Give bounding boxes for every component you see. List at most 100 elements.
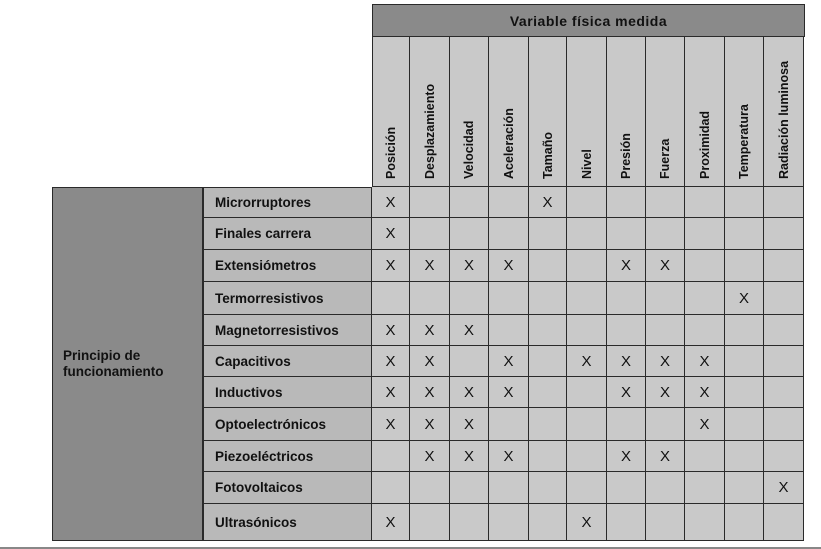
column-header-label: Aceleración <box>501 108 516 179</box>
check-mark: X <box>542 193 553 211</box>
table-cell <box>567 218 607 250</box>
check-mark: X <box>738 289 749 307</box>
table-cell: X <box>450 315 489 346</box>
table-cell: X <box>372 377 410 408</box>
column-header-label: Nivel <box>579 149 594 179</box>
table-cell <box>685 187 725 218</box>
table-cell <box>725 377 764 408</box>
table-cell <box>450 187 489 218</box>
table-cell <box>529 282 567 315</box>
check-mark: X <box>424 383 435 401</box>
table-cell: X <box>450 377 489 408</box>
table-cell <box>489 282 529 315</box>
column-header: Tamaño <box>529 37 567 187</box>
check-mark: X <box>620 257 631 274</box>
column-header: Velocidad <box>450 37 489 187</box>
table-cell <box>685 218 725 250</box>
check-mark: X <box>463 383 474 401</box>
check-mark: X <box>581 352 592 370</box>
table-cell: X <box>410 250 450 282</box>
check-mark: X <box>385 415 396 433</box>
check-mark: X <box>503 447 514 465</box>
column-header-label: Velocidad <box>462 120 476 179</box>
table-cell <box>529 250 567 282</box>
check-mark: X <box>463 321 474 339</box>
table-cell: X <box>567 504 607 541</box>
table-cell <box>450 472 489 504</box>
table-cell <box>450 504 489 541</box>
check-mark: X <box>699 352 710 370</box>
table-cell: X <box>410 346 450 377</box>
table-cell <box>450 346 489 377</box>
table-cell: X <box>764 472 804 504</box>
table-cell <box>529 441 567 472</box>
table-cell <box>725 472 764 504</box>
table-cell: X <box>489 346 529 377</box>
check-mark: X <box>385 321 396 339</box>
check-mark: X <box>620 447 631 465</box>
table-cell: X <box>646 377 685 408</box>
table-cell: X <box>489 377 529 408</box>
table-cell <box>489 187 529 218</box>
check-mark: X <box>503 383 514 401</box>
table-cell <box>725 504 764 541</box>
row-label: Optoelectrónicos <box>203 408 372 441</box>
table-cell: X <box>372 346 410 377</box>
table-cell <box>685 472 725 504</box>
table-cell <box>529 315 567 346</box>
table-cell <box>646 472 685 504</box>
table-cell <box>529 408 567 441</box>
check-mark: X <box>778 479 789 496</box>
table-cell <box>725 218 764 250</box>
table-cell <box>646 408 685 441</box>
check-mark: X <box>581 513 592 531</box>
check-mark: X <box>620 383 631 401</box>
column-header: Presión <box>607 37 646 187</box>
table-cell: X <box>607 441 646 472</box>
group-label-line2: funcionamiento <box>63 364 164 379</box>
table-cell <box>410 187 450 218</box>
table-cell <box>764 377 804 408</box>
check-mark: X <box>503 352 514 370</box>
table-cell <box>764 504 804 541</box>
check-mark: X <box>424 352 435 370</box>
table-cell: X <box>607 377 646 408</box>
column-header: Temperatura <box>725 37 764 187</box>
table-cell <box>450 218 489 250</box>
column-header: Proximidad <box>685 37 725 187</box>
table-cell <box>725 315 764 346</box>
table-cell <box>646 187 685 218</box>
row-label: Fotovoltaicos <box>203 472 372 504</box>
table-cell: X <box>372 504 410 541</box>
check-mark: X <box>385 352 396 370</box>
table-cell: X <box>685 377 725 408</box>
table-cell: X <box>646 346 685 377</box>
check-mark: X <box>463 447 474 465</box>
table-cell: X <box>685 408 725 441</box>
check-mark: X <box>385 513 396 531</box>
table-cell: X <box>372 408 410 441</box>
table-cell: X <box>529 187 567 218</box>
table-cell <box>685 315 725 346</box>
table-cell <box>372 282 410 315</box>
table-cell <box>725 441 764 472</box>
table-cell <box>607 315 646 346</box>
table-cell <box>450 282 489 315</box>
table-cell <box>567 408 607 441</box>
table-cell <box>764 346 804 377</box>
table-cell <box>372 441 410 472</box>
table-cell <box>607 472 646 504</box>
table-cell <box>725 346 764 377</box>
bottom-divider <box>0 547 821 549</box>
check-mark: X <box>503 257 514 274</box>
check-mark: X <box>699 415 710 433</box>
table-cell <box>567 282 607 315</box>
column-header-label: Presión <box>619 133 633 179</box>
table-cell <box>685 250 725 282</box>
column-header: Nivel <box>567 37 607 187</box>
label-top-border <box>203 187 372 188</box>
check-mark: X <box>385 193 396 211</box>
table-cell <box>529 472 567 504</box>
table-cell: X <box>372 315 410 346</box>
check-mark: X <box>424 257 435 274</box>
